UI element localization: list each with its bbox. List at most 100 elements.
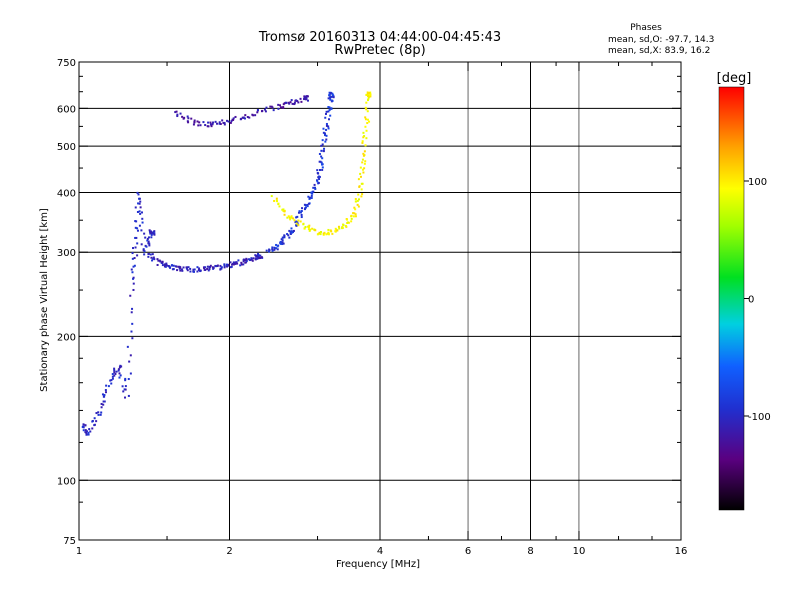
- data-point: [293, 101, 296, 104]
- data-point: [359, 166, 362, 169]
- data-point: [122, 390, 125, 393]
- data-point: [352, 212, 355, 215]
- data-point: [193, 270, 196, 273]
- data-point: [246, 116, 249, 119]
- data-point: [131, 322, 134, 325]
- data-point: [131, 307, 134, 310]
- data-point: [176, 113, 179, 116]
- data-point: [89, 430, 92, 433]
- data-point: [320, 230, 323, 233]
- data-point: [130, 311, 133, 314]
- data-point: [354, 198, 357, 201]
- data-point: [369, 95, 372, 98]
- data-point: [232, 117, 235, 120]
- data-point: [223, 264, 226, 267]
- data-point: [321, 166, 324, 169]
- data-point: [251, 259, 254, 262]
- data-point: [275, 197, 278, 200]
- data-point: [219, 123, 222, 126]
- data-point: [257, 252, 260, 255]
- data-point: [152, 256, 155, 259]
- data-point: [322, 233, 325, 236]
- data-point: [187, 121, 190, 124]
- data-point: [305, 95, 308, 98]
- data-point: [361, 141, 364, 144]
- data-point: [318, 231, 321, 234]
- data-point: [175, 110, 178, 113]
- x-tick-label: 1: [76, 546, 82, 557]
- data-point: [136, 229, 139, 232]
- data-point: [305, 97, 308, 100]
- data-point: [134, 206, 137, 209]
- data-point: [230, 265, 233, 268]
- data-point: [313, 186, 316, 189]
- data-point: [151, 259, 154, 262]
- data-point: [364, 118, 367, 121]
- data-point: [117, 368, 120, 371]
- data-point: [259, 254, 262, 257]
- data-point: [290, 215, 293, 218]
- data-point: [150, 230, 153, 233]
- data-point: [327, 110, 330, 113]
- colorbar: [718, 86, 745, 511]
- data-point: [97, 413, 100, 416]
- data-point: [323, 147, 326, 150]
- data-point: [277, 103, 280, 106]
- data-point: [271, 248, 274, 251]
- data-point: [317, 232, 320, 235]
- data-point: [132, 247, 135, 250]
- data-point: [325, 134, 328, 137]
- data-point: [272, 109, 275, 112]
- data-point: [295, 222, 298, 225]
- data-point: [354, 200, 357, 203]
- data-point: [322, 127, 325, 130]
- data-point: [279, 242, 282, 245]
- data-point: [361, 168, 364, 171]
- data-point: [234, 115, 237, 118]
- colorbar-ticks: 100 0 -100: [744, 177, 771, 423]
- data-point: [296, 215, 299, 218]
- data-point: [329, 96, 332, 99]
- y-tick-label: 75: [63, 536, 76, 547]
- data-point: [229, 261, 232, 264]
- data-point: [281, 243, 284, 246]
- data-point: [350, 220, 353, 223]
- data-point: [365, 101, 368, 104]
- data-point: [223, 121, 226, 124]
- data-point: [244, 114, 247, 117]
- data-point: [267, 250, 270, 253]
- colorbar-tick-label: -100: [748, 412, 771, 423]
- data-point: [327, 97, 330, 100]
- data-point: [283, 234, 286, 237]
- data-point: [327, 125, 330, 128]
- data-point: [121, 385, 124, 388]
- x-tick-label: 4: [377, 546, 383, 557]
- data-point: [196, 270, 199, 273]
- data-point: [240, 263, 243, 266]
- data-point: [321, 168, 324, 171]
- data-point: [179, 266, 182, 269]
- data-point: [211, 123, 214, 126]
- data-point: [344, 224, 347, 227]
- data-point: [150, 231, 153, 234]
- data-point: [124, 396, 127, 399]
- data-point: [282, 209, 285, 212]
- data-point: [138, 224, 141, 227]
- data-point: [308, 197, 311, 200]
- data-point: [358, 185, 361, 188]
- data-point: [87, 433, 90, 436]
- data-point: [144, 236, 147, 239]
- data-point: [281, 241, 284, 244]
- data-point: [136, 211, 139, 214]
- data-point: [353, 206, 356, 209]
- data-point: [85, 433, 88, 436]
- data-point: [139, 212, 142, 215]
- data-point: [153, 258, 156, 261]
- data-point: [102, 400, 105, 403]
- data-point: [278, 205, 281, 208]
- data-point: [223, 123, 226, 126]
- data-point: [365, 108, 368, 111]
- data-point: [366, 122, 369, 125]
- data-point: [202, 121, 205, 124]
- data-point: [230, 120, 233, 123]
